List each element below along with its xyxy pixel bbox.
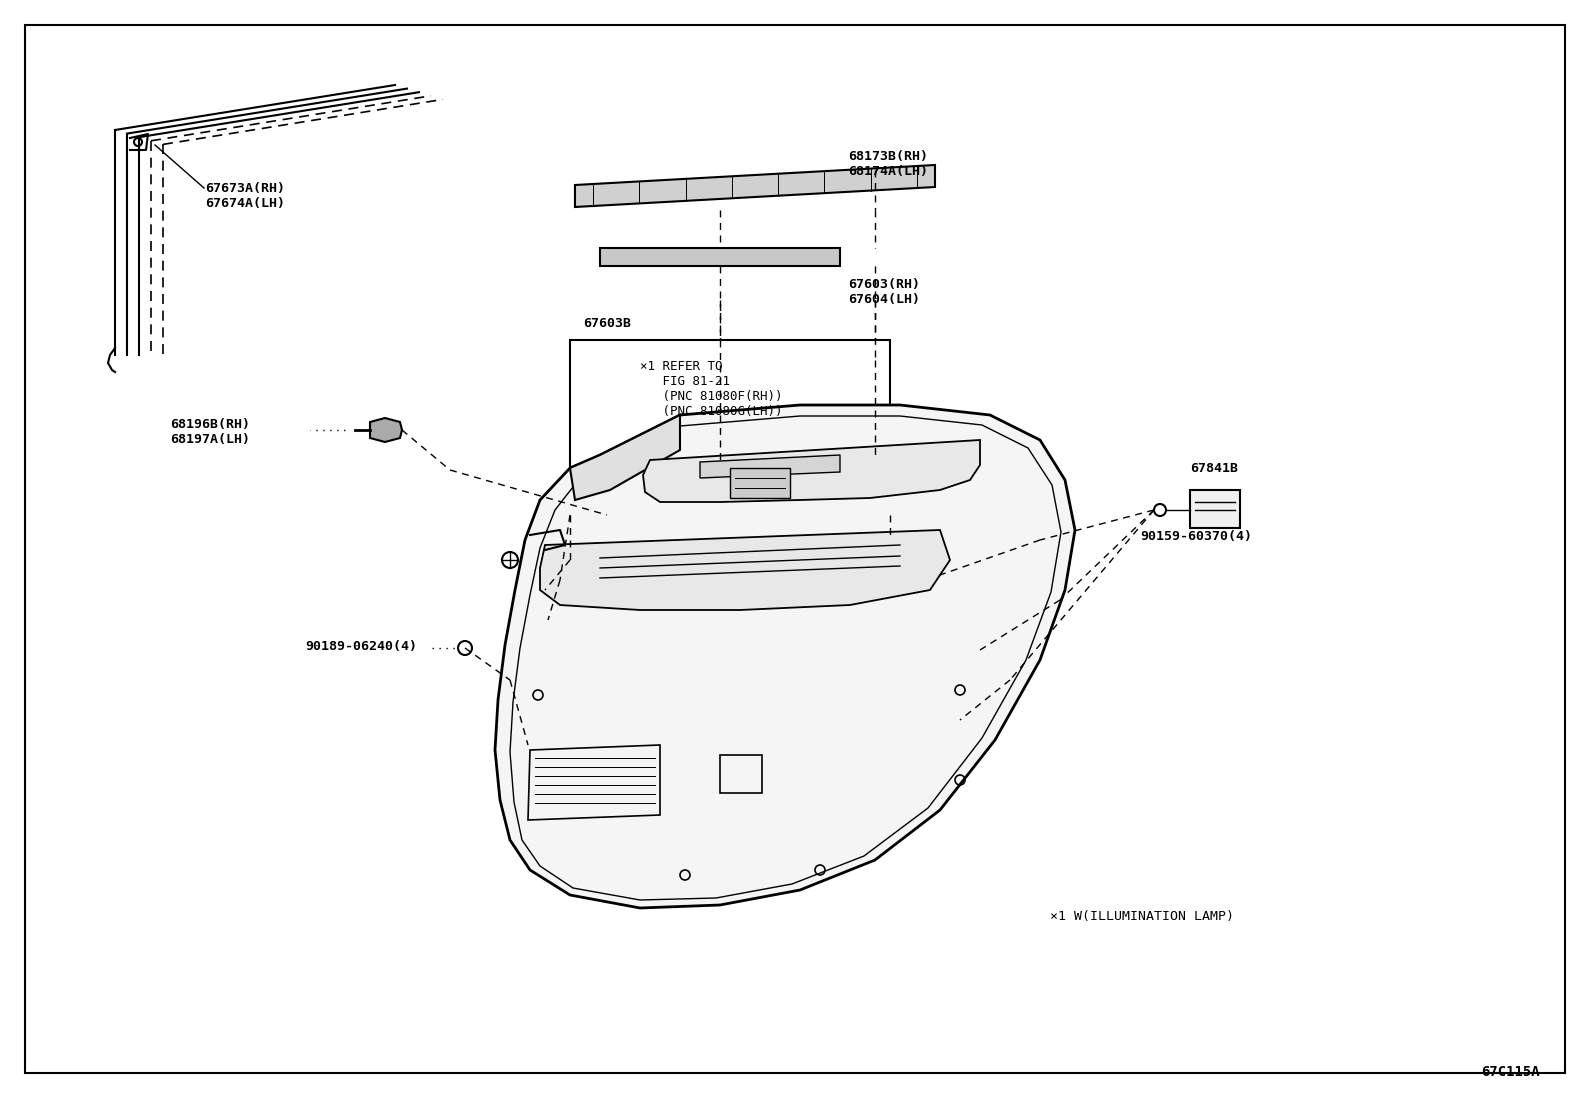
Polygon shape: [575, 165, 935, 207]
Bar: [720, 755, 763, 793]
Polygon shape: [570, 415, 680, 500]
Text: 90159-60370(4): 90159-60370(4): [1140, 530, 1251, 543]
Text: 67841B: 67841B: [1189, 462, 1239, 475]
Text: 68173B(RH)
68174A(LH): 68173B(RH) 68174A(LH): [849, 149, 928, 178]
Text: 67603B: 67603B: [583, 317, 630, 330]
Polygon shape: [540, 530, 950, 610]
Text: 67603(RH)
67604(LH): 67603(RH) 67604(LH): [849, 278, 920, 306]
Polygon shape: [600, 248, 841, 266]
Polygon shape: [700, 455, 841, 478]
Text: 67673A(RH)
67674A(LH): 67673A(RH) 67674A(LH): [205, 182, 285, 210]
Polygon shape: [643, 440, 981, 502]
Text: 90189-06240(4): 90189-06240(4): [306, 640, 417, 653]
Polygon shape: [369, 418, 403, 442]
Text: ×1 W(ILLUMINATION LAMP): ×1 W(ILLUMINATION LAMP): [1051, 910, 1234, 923]
Text: 68196B(RH)
68197A(LH): 68196B(RH) 68197A(LH): [170, 418, 250, 446]
Polygon shape: [495, 406, 1075, 908]
Text: ×1 REFER TO
   FIG 81-21
   (PNC 81080F(RH))
   (PNC 81080G(LH)): ×1 REFER TO FIG 81-21 (PNC 81080F(RH)) (…: [640, 360, 783, 418]
Bar: [1189, 490, 1240, 528]
Text: 67C115A: 67C115A: [1482, 1065, 1539, 1079]
Bar: [731, 468, 790, 498]
Bar: [570, 340, 890, 515]
